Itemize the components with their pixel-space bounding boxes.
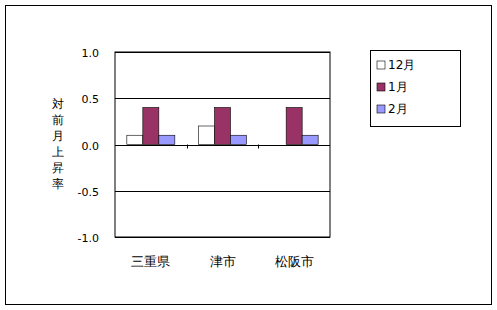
grid-line xyxy=(115,98,330,99)
y-label-char: 前 xyxy=(52,113,64,127)
bar xyxy=(215,108,231,145)
y-tick-label: 0.5 xyxy=(82,93,100,106)
bar xyxy=(143,108,159,145)
grid-line xyxy=(115,145,330,146)
category-separator xyxy=(258,145,259,149)
x-tick-label: 松阪市 xyxy=(275,254,314,269)
y-axis-label: 対前月上昇率 xyxy=(52,97,64,191)
chart: -1.0 -0.5 0.0 0.5 1.0 三重県 津市 松阪市 対前月上昇率 12月 1月 2月 xyxy=(0,0,497,310)
legend-swatch xyxy=(377,61,385,69)
plot-frame xyxy=(115,52,330,237)
grid-line xyxy=(115,237,330,238)
bar xyxy=(199,126,215,145)
legend-label: 12月 xyxy=(388,58,415,72)
y-tick-label: -0.5 xyxy=(78,186,99,199)
legend-label: 1月 xyxy=(388,80,408,94)
y-label-char: 対 xyxy=(52,97,64,111)
y-label-char: 昇 xyxy=(52,161,64,175)
grid-line xyxy=(115,191,330,192)
y-label-char: 月 xyxy=(52,129,64,143)
x-tick-label: 津市 xyxy=(210,254,236,269)
bar xyxy=(270,144,286,145)
bar xyxy=(127,135,143,144)
x-tick-label: 三重県 xyxy=(131,254,170,269)
y-label-char: 率 xyxy=(52,177,64,191)
bar xyxy=(286,108,302,145)
outer-frame xyxy=(6,6,492,305)
y-tick-label: 1.0 xyxy=(82,47,100,60)
grid-line xyxy=(115,52,330,53)
bar xyxy=(231,135,247,144)
legend-label: 2月 xyxy=(388,102,408,116)
legend-box xyxy=(371,51,461,127)
bar xyxy=(302,135,318,144)
legend-swatch xyxy=(377,105,385,113)
legend-swatch xyxy=(377,83,385,91)
bar xyxy=(159,135,175,144)
y-tick-label: 0.0 xyxy=(82,140,100,153)
y-label-char: 上 xyxy=(52,145,64,159)
bars xyxy=(127,108,318,145)
category-separator xyxy=(187,145,188,149)
y-tick-label: -1.0 xyxy=(78,232,99,245)
